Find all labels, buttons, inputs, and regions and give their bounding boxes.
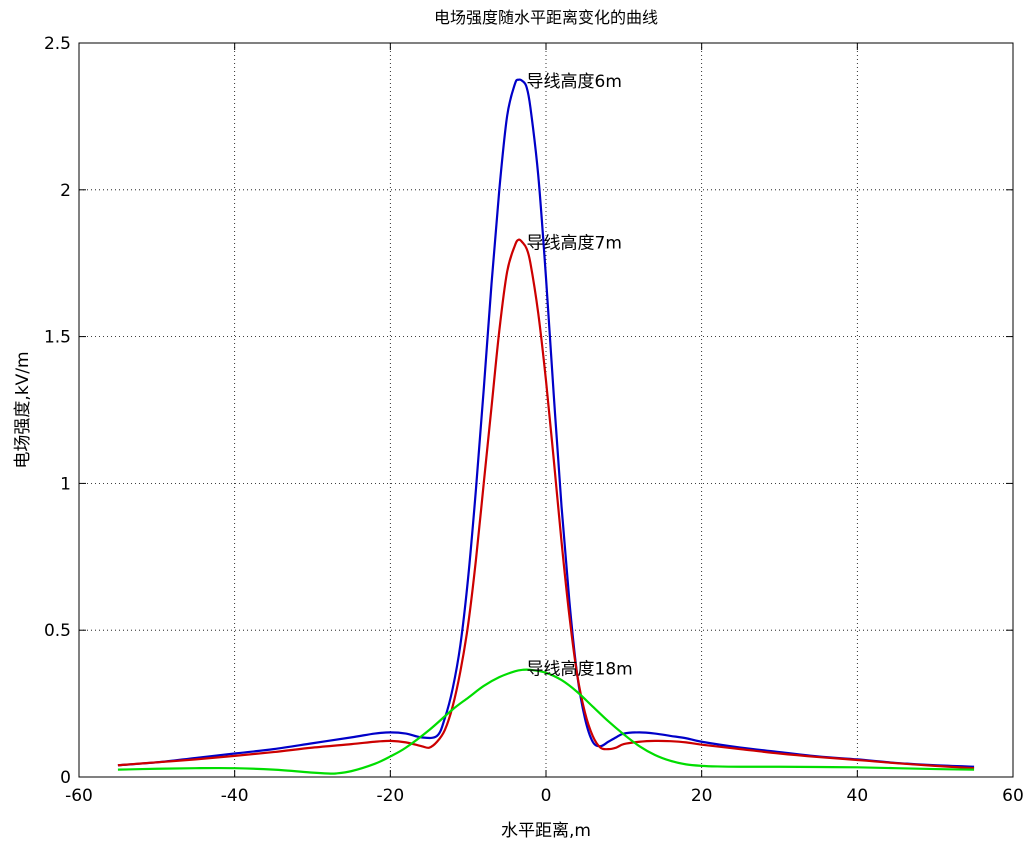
line-annotation-label: 导线高度18m xyxy=(527,659,633,679)
x-tick-label: 60 xyxy=(1002,786,1024,806)
chart-title: 电场强度随水平距离变化的曲线 xyxy=(434,8,658,27)
series-lines xyxy=(117,78,975,775)
y-tick-label: 2.5 xyxy=(44,34,71,54)
x-axis-title: 水平距离,m xyxy=(501,821,591,841)
y-tick-label: 1.5 xyxy=(44,328,71,348)
line-annotations: 导线高度6m 导线高度7m 导线高度18m xyxy=(527,72,633,679)
y-tick-label: 2 xyxy=(60,181,71,201)
x-tick-label: 20 xyxy=(691,786,713,806)
x-tick-label: 40 xyxy=(847,786,869,806)
line-annotation-label: 导线高度6m xyxy=(527,72,622,92)
series-line-3 xyxy=(117,668,975,775)
y-tick-label: 0 xyxy=(60,768,71,788)
x-tick-label: -40 xyxy=(221,786,249,806)
x-tick-label: -20 xyxy=(376,786,404,806)
x-tick-label: 0 xyxy=(541,786,552,806)
y-axis-title: 电场强度,kV/m xyxy=(13,351,33,468)
line-annotation-label: 导线高度7m xyxy=(527,234,622,254)
y-tick-label: 1 xyxy=(60,474,71,494)
x-tick-label: -60 xyxy=(65,786,93,806)
series-line-2 xyxy=(117,238,975,770)
series-line-1 xyxy=(117,78,975,768)
tick-labels: -60 -40 -20 0 20 40 60 0 0.5 1 1.5 2 2.5 xyxy=(44,34,1024,806)
y-tick-label: 0.5 xyxy=(44,621,71,641)
axis-ticks xyxy=(78,42,1014,778)
